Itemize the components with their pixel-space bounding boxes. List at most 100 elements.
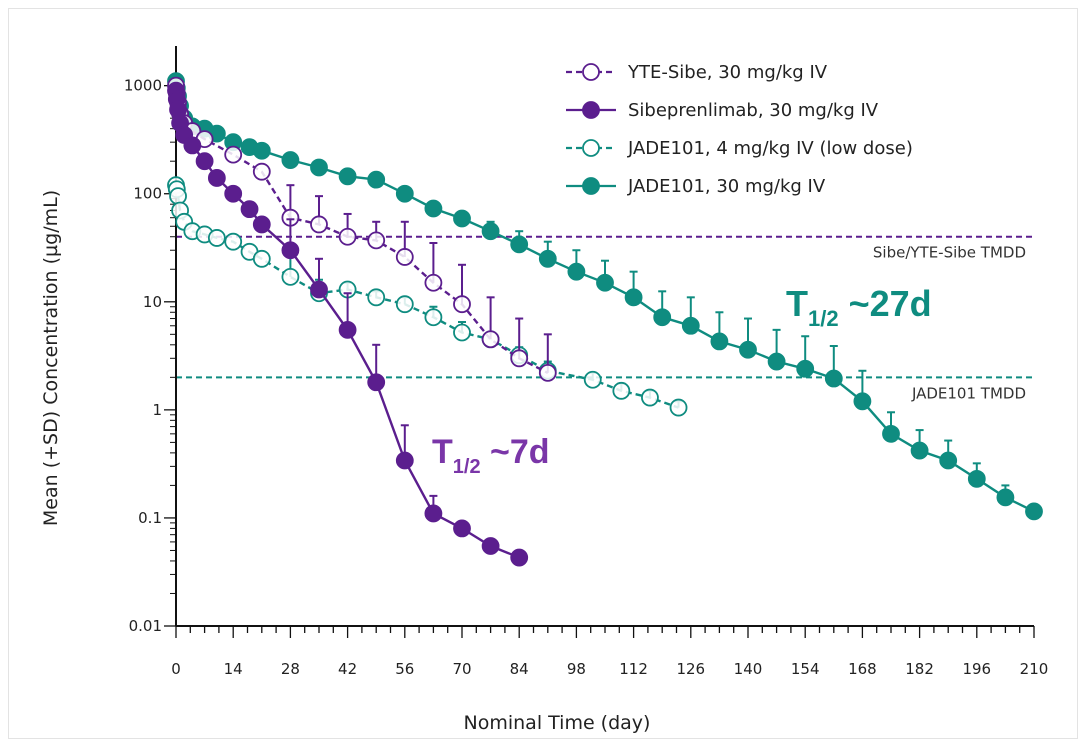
legend-marker	[582, 177, 600, 195]
data-point	[739, 340, 757, 359]
data-point	[367, 170, 386, 189]
data-point	[996, 488, 1015, 507]
data-point	[624, 288, 643, 307]
data-point	[281, 267, 300, 286]
data-point	[424, 308, 443, 327]
legend: YTE-Sibe, 30 mg/kg IV Sibeprenlimab, 30 m…	[566, 62, 913, 197]
x-tick-label: 210	[1020, 660, 1049, 678]
data-point	[710, 332, 729, 351]
data-point	[453, 323, 471, 342]
data-point	[183, 136, 202, 155]
data-point	[910, 441, 929, 460]
x-tick-label: 126	[676, 660, 705, 678]
data-point	[653, 308, 672, 327]
data-point	[395, 451, 414, 470]
data-point	[538, 249, 557, 268]
data-point	[338, 167, 357, 186]
data-point	[338, 320, 357, 339]
data-point	[481, 222, 500, 241]
y-tick-label: 0.01	[129, 617, 162, 635]
x-tick-label: 98	[567, 660, 586, 678]
tmdd-reference-label: Sibe/YTE-Sibe TMDD	[873, 244, 1026, 262]
legend-marker	[582, 101, 600, 119]
data-point	[641, 388, 659, 407]
data-point	[395, 295, 414, 314]
data-point	[207, 229, 226, 247]
data-point	[367, 288, 386, 307]
legend-label: Sibeprenlimab, 30 mg/kg IV	[628, 100, 879, 121]
data-point	[796, 359, 815, 378]
data-point	[169, 187, 187, 206]
data-point	[310, 280, 328, 299]
x-tick-label: 168	[848, 660, 877, 678]
y-axis-title: Mean (+SD) Concentration (µg/mL)	[40, 190, 62, 526]
data-point	[967, 469, 986, 488]
data-point	[207, 169, 226, 187]
data-point	[224, 184, 243, 203]
legend-label: YTE-Sibe, 30 mg/kg IV	[627, 62, 828, 83]
data-point	[824, 369, 843, 388]
half-life-annotation: T1/2 ~7d	[432, 433, 550, 478]
data-point	[481, 330, 500, 349]
y-tick-label: 100	[133, 185, 162, 203]
x-tick-label: 28	[281, 660, 300, 678]
data-point	[481, 537, 500, 555]
half-life-annotation: T1/2 ~27d	[786, 283, 932, 331]
y-tick-label: 0.1	[138, 509, 162, 527]
data-point	[195, 152, 214, 171]
data-point	[882, 424, 900, 443]
data-point	[310, 215, 328, 234]
x-tick-label: 84	[510, 660, 529, 678]
data-point	[767, 352, 786, 371]
data-point	[252, 249, 271, 268]
x-tick-label: 196	[962, 660, 991, 678]
data-point	[395, 248, 414, 266]
data-point	[281, 241, 300, 260]
data-point	[538, 363, 557, 382]
data-point	[1025, 502, 1043, 521]
data-point	[510, 548, 529, 567]
data-point	[252, 215, 271, 234]
x-tick-label: 154	[791, 660, 820, 678]
y-tick-label: 10	[143, 293, 162, 311]
data-point	[367, 231, 386, 250]
series-1	[167, 81, 529, 567]
data-point	[338, 227, 357, 246]
data-point	[367, 373, 386, 392]
x-tick-label: 140	[734, 660, 763, 678]
annotations: T1/2 ~7d T1/2 ~27d	[432, 283, 932, 478]
legend-label: JADE101, 30 mg/kg IV	[627, 176, 826, 197]
data-point	[681, 316, 700, 335]
data-point	[252, 141, 271, 160]
legend-label: JADE101, 4 mg/kg IV (low dose)	[627, 138, 913, 159]
legend-marker	[582, 63, 600, 81]
legend-marker	[582, 139, 600, 157]
y-tick-label: 1	[152, 401, 162, 419]
data-point	[395, 184, 414, 203]
tmdd-reference-label: JADE101 TMDD	[911, 384, 1026, 402]
data-point	[510, 235, 529, 254]
data-point	[224, 232, 243, 251]
x-tick-label: 112	[619, 660, 648, 678]
x-tick-label: 14	[224, 660, 243, 678]
x-axis-title: Nominal Time (day)	[464, 712, 651, 734]
series-line	[174, 184, 679, 409]
data-point	[424, 273, 443, 292]
x-tick-label: 70	[452, 660, 471, 678]
data-point	[453, 295, 471, 314]
x-tick-label: 56	[395, 660, 414, 678]
data-point	[453, 209, 471, 228]
data-point	[252, 162, 271, 181]
data-point	[853, 392, 872, 411]
x-tick-label: 0	[171, 660, 181, 678]
y-tick-label: 1000	[124, 77, 162, 95]
data-point	[240, 200, 259, 219]
data-point	[510, 349, 529, 368]
reference-lines: Sibe/YTE-Sibe TMDD JADE101 TMDD	[176, 235, 1034, 402]
data-point	[939, 451, 958, 470]
data-point	[567, 262, 586, 281]
data-point	[612, 381, 631, 400]
data-point	[424, 504, 443, 523]
data-point	[310, 158, 328, 177]
